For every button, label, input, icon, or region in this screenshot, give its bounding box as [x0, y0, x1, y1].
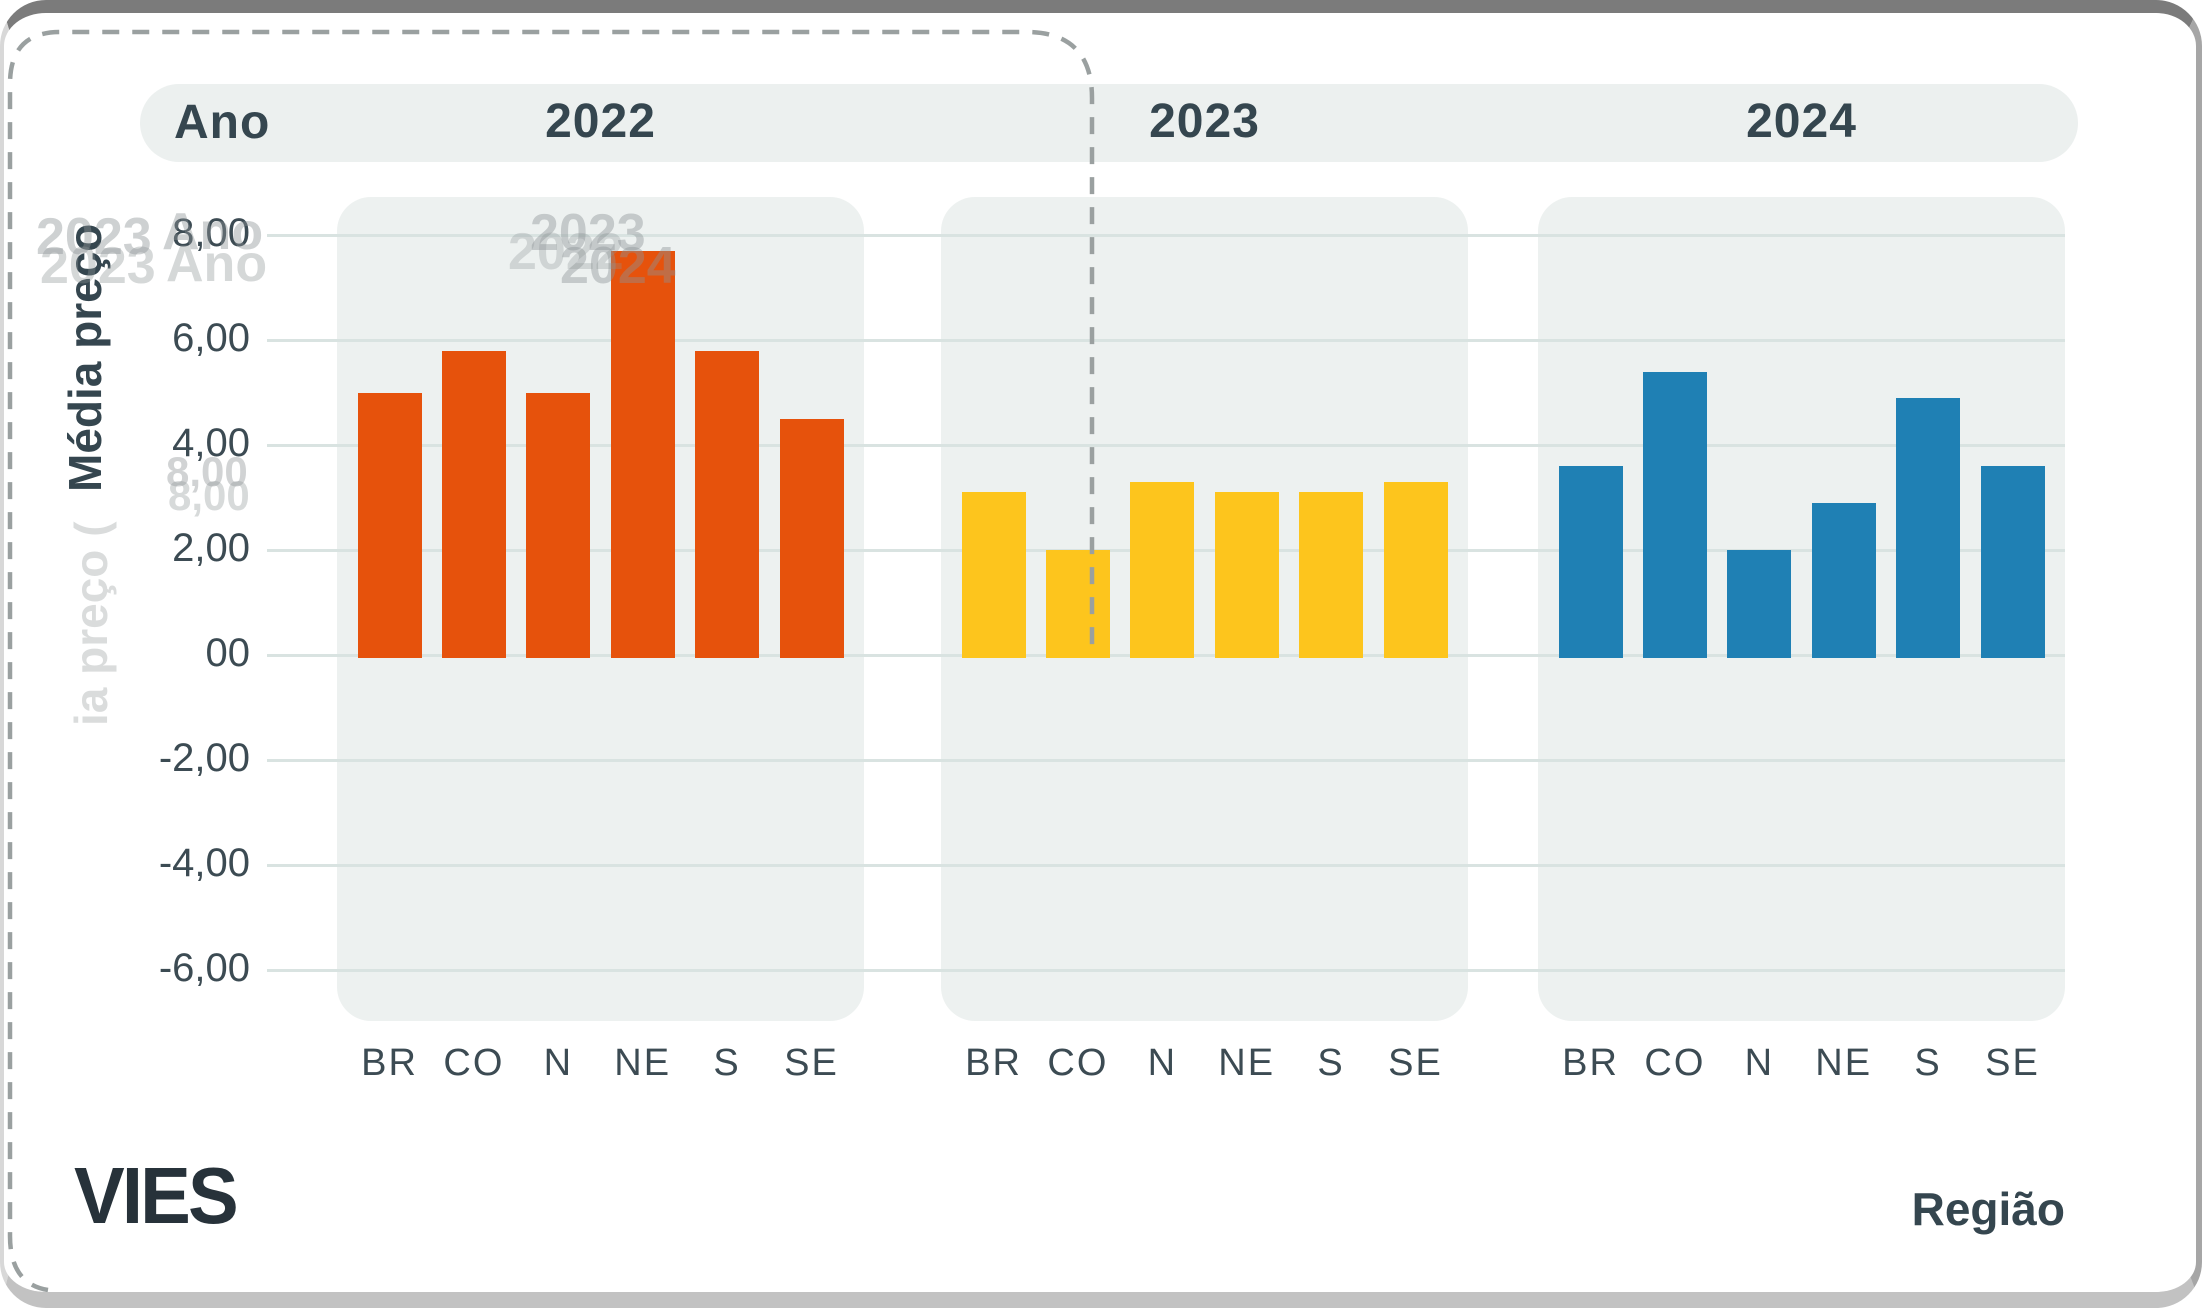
- bar-2023-N: [1130, 481, 1195, 658]
- x-tick-label-2024-SE: SE: [1985, 1042, 2040, 1084]
- bar-2024-BR: [1558, 466, 1623, 658]
- facet-year-label-2022: 2022: [545, 95, 656, 148]
- y-tick-label: 2,00: [172, 526, 250, 570]
- facet-panel-2024: [1538, 197, 2065, 1021]
- bar-2024-S: [1896, 397, 1961, 658]
- x-axis-title: Região: [1911, 1183, 2065, 1235]
- x-tick-label-2023-NE: NE: [1218, 1042, 1276, 1084]
- x-tick-label-2023-SE: SE: [1388, 1042, 1443, 1084]
- gridline-4,00: [267, 444, 2065, 447]
- ghost-text: 2023: [40, 237, 156, 295]
- x-tick-label-2024-CO: CO: [1644, 1042, 1706, 1084]
- bar-2023-CO: [1045, 550, 1110, 658]
- bar-2022-NE: [610, 250, 675, 658]
- x-tick-label-2023-S: S: [1317, 1042, 1345, 1084]
- gridline-6,00: [267, 339, 2065, 342]
- ghost-text: Ano: [166, 235, 268, 293]
- gridline--6,00: [267, 969, 2065, 972]
- bar-2024-NE: [1811, 502, 1876, 658]
- y-tick-label: -4,00: [158, 841, 250, 885]
- x-tick-label-2022-NE: NE: [614, 1042, 672, 1084]
- bar-2023-BR: [961, 492, 1026, 658]
- y-tick-label: -2,00: [158, 736, 250, 780]
- x-tick-label-2022-BR: BR: [361, 1042, 418, 1084]
- bar-2022-S: [695, 350, 760, 658]
- bar-2022-BR: [357, 392, 422, 658]
- bar-2022-N: [526, 392, 591, 658]
- bar-2024-SE: [1980, 466, 2045, 658]
- facet-axis-label: Ano: [174, 96, 271, 149]
- gridline--4,00: [267, 864, 2065, 867]
- gridline-8,00: [267, 234, 2065, 237]
- y-tick-label: 6,00: [172, 316, 250, 360]
- bar-2023-SE: [1383, 481, 1448, 658]
- x-tick-label-2024-NE: NE: [1815, 1042, 1873, 1084]
- bar-2023-S: [1299, 492, 1364, 658]
- ghost-text: 2024: [560, 237, 676, 295]
- bar-2024-CO: [1642, 371, 1707, 658]
- ghost-text: ia preço (: [65, 521, 117, 726]
- x-tick-label-2022-CO: CO: [443, 1042, 505, 1084]
- x-tick-label-2022-S: S: [713, 1042, 741, 1084]
- x-tick-label-2024-BR: BR: [1562, 1042, 1619, 1084]
- ghost-text: 8,00: [168, 472, 250, 519]
- x-tick-label-2024-S: S: [1914, 1042, 1942, 1084]
- facet-year-label-2024: 2024: [1746, 95, 1857, 148]
- facet-year-label-2023: 2023: [1149, 95, 1260, 148]
- x-tick-label-2023-BR: BR: [965, 1042, 1022, 1084]
- y-tick-label: -6,00: [158, 946, 250, 990]
- x-tick-label-2023-CO: CO: [1047, 1042, 1109, 1084]
- brand-logo: VIES: [74, 1151, 239, 1240]
- x-tick-label-2022-N: N: [543, 1042, 574, 1084]
- bar-2022-SE: [779, 418, 844, 658]
- bar-2023-NE: [1214, 492, 1279, 658]
- x-tick-label-2022-SE: SE: [784, 1042, 839, 1084]
- x-tick-label-2024-N: N: [1744, 1042, 1775, 1084]
- bar-2024-N: [1727, 550, 1792, 658]
- gridline--2,00: [267, 759, 2065, 762]
- bar-2022-CO: [441, 350, 506, 658]
- x-tick-label-2023-N: N: [1147, 1042, 1178, 1084]
- y-tick-label: 00: [205, 631, 251, 675]
